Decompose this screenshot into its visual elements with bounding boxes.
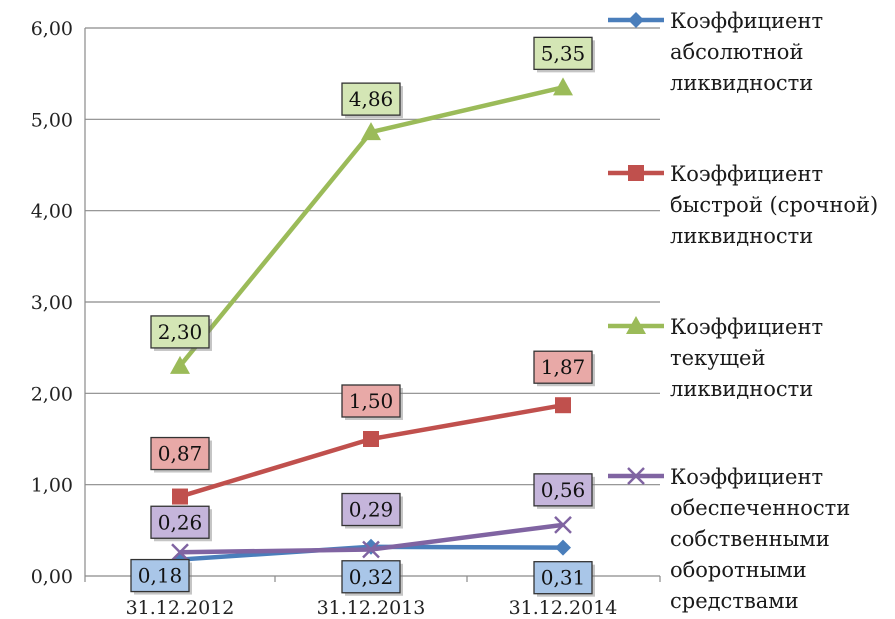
- data-label: 0,32: [341, 560, 403, 596]
- legend-label: обеспеченности: [670, 496, 850, 520]
- y-tick-label: 2,00: [31, 383, 73, 405]
- data-point-marker: [171, 543, 189, 562]
- legend-entry: Коэффициент текущей ликвидности: [608, 315, 823, 401]
- data-label: 5,35: [533, 36, 595, 73]
- data-label-text: 0,31: [541, 566, 586, 590]
- y-tick-label: 6,00: [31, 18, 73, 40]
- x-tick-label: 31.12.2013: [317, 597, 426, 619]
- data-label-text: 0,18: [138, 564, 183, 588]
- data-label-text: 4,86: [349, 87, 394, 111]
- legend-swatch-marker: [628, 12, 644, 28]
- legend-label: ликвидности: [670, 71, 813, 95]
- data-label-box: [533, 350, 593, 384]
- y-tick-label: 1,00: [31, 475, 73, 497]
- data-point-marker: [172, 488, 188, 505]
- data-label: 0,56: [533, 473, 595, 509]
- data-point-marker: [170, 355, 190, 374]
- data-label: 1,50: [341, 384, 403, 420]
- legend-entry: Коэффициент абсолютной ликвидности: [608, 9, 823, 95]
- axes: 0,00 1,00 2,00 3,00 4,00 5,00 6,00 31.12.2012 31…: [31, 18, 661, 619]
- data-label-text: 0,32: [349, 565, 394, 589]
- y-tick-label: 4,00: [31, 201, 73, 223]
- legend-label: текущей: [670, 346, 765, 370]
- data-label-text: 0,87: [158, 442, 203, 466]
- data-label-text: 2,30: [158, 320, 203, 344]
- data-label: 0,87: [150, 436, 212, 473]
- legend-label: средствами: [670, 589, 799, 613]
- data-label-box: [341, 560, 401, 594]
- data-point-marker: [555, 397, 571, 414]
- data-label: 4,86: [341, 82, 403, 119]
- data-label-text: 0,26: [158, 510, 203, 534]
- data-labels: 0,18 0,32 0,31 0,87 1,50 1,87 2,30 4,86 5,35 0,26…: [130, 36, 595, 597]
- data-label-box: [533, 36, 593, 71]
- y-tick-label: 3,00: [31, 292, 73, 314]
- data-label-box: [341, 492, 401, 527]
- legend-entry: Коэффициент быстрой (срочной) ликвидности: [608, 162, 878, 248]
- data-label-box: [533, 473, 593, 507]
- data-label: 2,30: [150, 315, 212, 351]
- legend-label: ликвидности: [670, 224, 813, 248]
- data-label-box: [130, 558, 190, 593]
- y-tick-label: 5,00: [31, 109, 73, 131]
- data-point-marker: [555, 539, 571, 556]
- data-label-text: 0,56: [541, 478, 586, 502]
- data-label-box: [341, 82, 401, 116]
- data-label-box: [150, 315, 210, 349]
- data-point-marker: [361, 122, 381, 141]
- data-label-text: 1,50: [349, 389, 394, 413]
- legend-label: ликвидности: [670, 377, 813, 401]
- data-label-text: 5,35: [541, 41, 586, 65]
- data-label: 0,29: [341, 492, 403, 529]
- legend-label: абсолютной: [670, 40, 803, 64]
- data-label-box: [150, 505, 210, 539]
- legend-label: Коэффициент: [670, 162, 823, 186]
- data-label: 0,26: [150, 505, 212, 542]
- legend-entry: Коэффициент обеспеченности собственными обо…: [608, 465, 850, 613]
- legend-label: Коэффициент: [670, 9, 823, 33]
- data-point-marker: [553, 77, 573, 96]
- data-label-text: 0,29: [349, 498, 394, 522]
- legend-swatch-marker: [628, 165, 644, 181]
- legend-label: быстрой (срочной): [670, 193, 878, 217]
- legend-label: Коэффициент: [670, 465, 823, 489]
- data-label: 1,87: [533, 350, 595, 387]
- data-label-box: [150, 436, 210, 471]
- data-label-box: [533, 561, 593, 595]
- data-point-marker: [363, 431, 379, 447]
- data-label-text: 1,87: [541, 355, 586, 379]
- legend-swatch-marker: [626, 316, 646, 334]
- data-label: 0,31: [533, 561, 595, 597]
- x-tick-label: 31.12.2012: [126, 597, 235, 619]
- legend-label: Коэффициент: [670, 315, 823, 339]
- data-point-marker: [554, 515, 572, 534]
- y-tick-label: 0,00: [31, 566, 73, 588]
- data-point-marker: [362, 540, 380, 559]
- data-label-box: [341, 384, 401, 418]
- series-group: [170, 77, 573, 568]
- data-label: 0,18: [130, 558, 192, 595]
- legend-label: собственными: [670, 527, 830, 551]
- legend-swatch-marker: [627, 467, 645, 485]
- x-tick-label: 31.12.2014: [509, 597, 618, 619]
- legend: КоэффициентабсолютнойликвидностиКоэффици…: [608, 9, 878, 613]
- legend-label: оборотными: [670, 558, 807, 582]
